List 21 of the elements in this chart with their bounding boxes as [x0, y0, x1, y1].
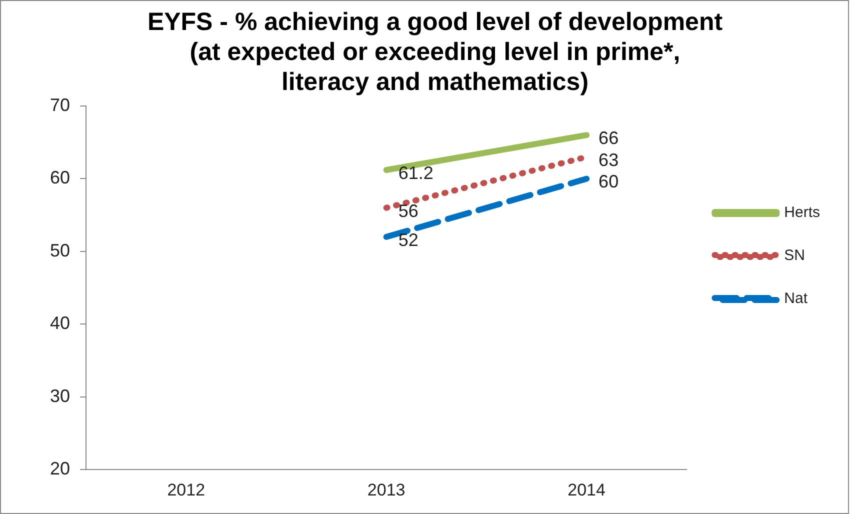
- x-tick-label: 2013: [367, 480, 406, 500]
- data-label: 56: [398, 200, 418, 221]
- y-tick-label: 30: [50, 386, 70, 406]
- x-tick-label: 2014: [568, 480, 606, 500]
- data-label: 61.2: [398, 162, 434, 183]
- text: EYFS - % achieving a good level of development: [147, 8, 723, 36]
- legend-label: Nat: [784, 290, 808, 308]
- data-label: 66: [598, 128, 619, 148]
- y-tick-label: 20: [50, 458, 70, 479]
- x-tick-label: 2012: [167, 480, 206, 500]
- text: (at expected or exceeding level in prime*,: [190, 38, 680, 66]
- y-tick-label: 70: [50, 94, 70, 115]
- y-tick-label: 50: [50, 240, 70, 260]
- data-label: 63: [598, 150, 619, 170]
- y-tick-label: 60: [50, 168, 70, 188]
- text: literacy and mathematics): [281, 68, 589, 96]
- data-label: 52: [398, 230, 418, 250]
- data-label: 60: [598, 172, 619, 192]
- legend-label: Herts: [784, 204, 820, 222]
- y-tick-label: 40: [50, 313, 70, 334]
- legend-label: SN: [784, 247, 806, 264]
